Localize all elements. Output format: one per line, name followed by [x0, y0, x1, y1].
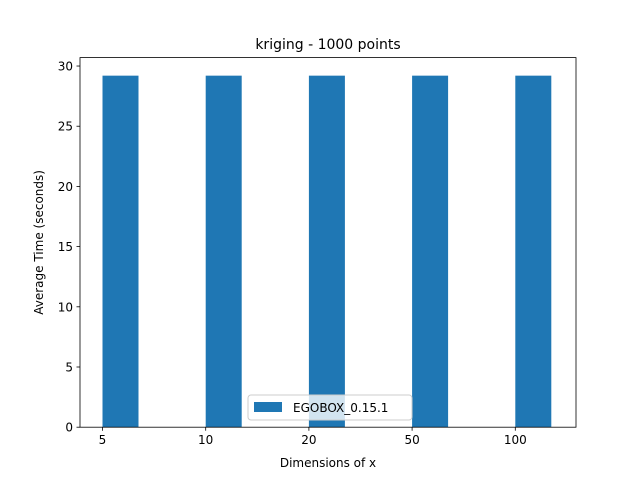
legend-label: EGOBOX_0.15.1 [293, 401, 388, 415]
x-tick-label: 5 [99, 433, 107, 447]
y-tick-label: 20 [58, 180, 73, 194]
x-tick-label: 50 [404, 433, 419, 447]
x-tick-label: 100 [504, 433, 527, 447]
bars-group [102, 75, 552, 428]
legend-swatch [254, 402, 282, 412]
bar [308, 75, 345, 428]
bar [412, 75, 449, 428]
bar [102, 75, 139, 428]
x-tick-label: 10 [198, 433, 213, 447]
legend-frame [247, 394, 413, 421]
x-tick-label: 20 [301, 433, 316, 447]
y-tick-label: 15 [58, 240, 73, 254]
y-tick-label: 25 [58, 120, 73, 134]
x-axis-label: Dimensions of x [280, 456, 376, 470]
y-tick-label: 30 [58, 60, 73, 74]
y-tick-label: 10 [58, 300, 73, 314]
legend: EGOBOX_0.15.1 [247, 394, 413, 421]
y-axis-label: Average Time (seconds) [32, 170, 46, 315]
bar [205, 75, 242, 428]
y-tick-label: 0 [65, 421, 73, 435]
bar [515, 75, 552, 428]
x-axis: 5 10 20 50 100 [99, 427, 527, 447]
y-axis: 0 5 10 15 20 25 30 [58, 60, 80, 435]
y-tick-label: 5 [65, 361, 73, 375]
plot-frame [79, 57, 577, 428]
chart-title: kriging - 1000 points [255, 37, 400, 53]
